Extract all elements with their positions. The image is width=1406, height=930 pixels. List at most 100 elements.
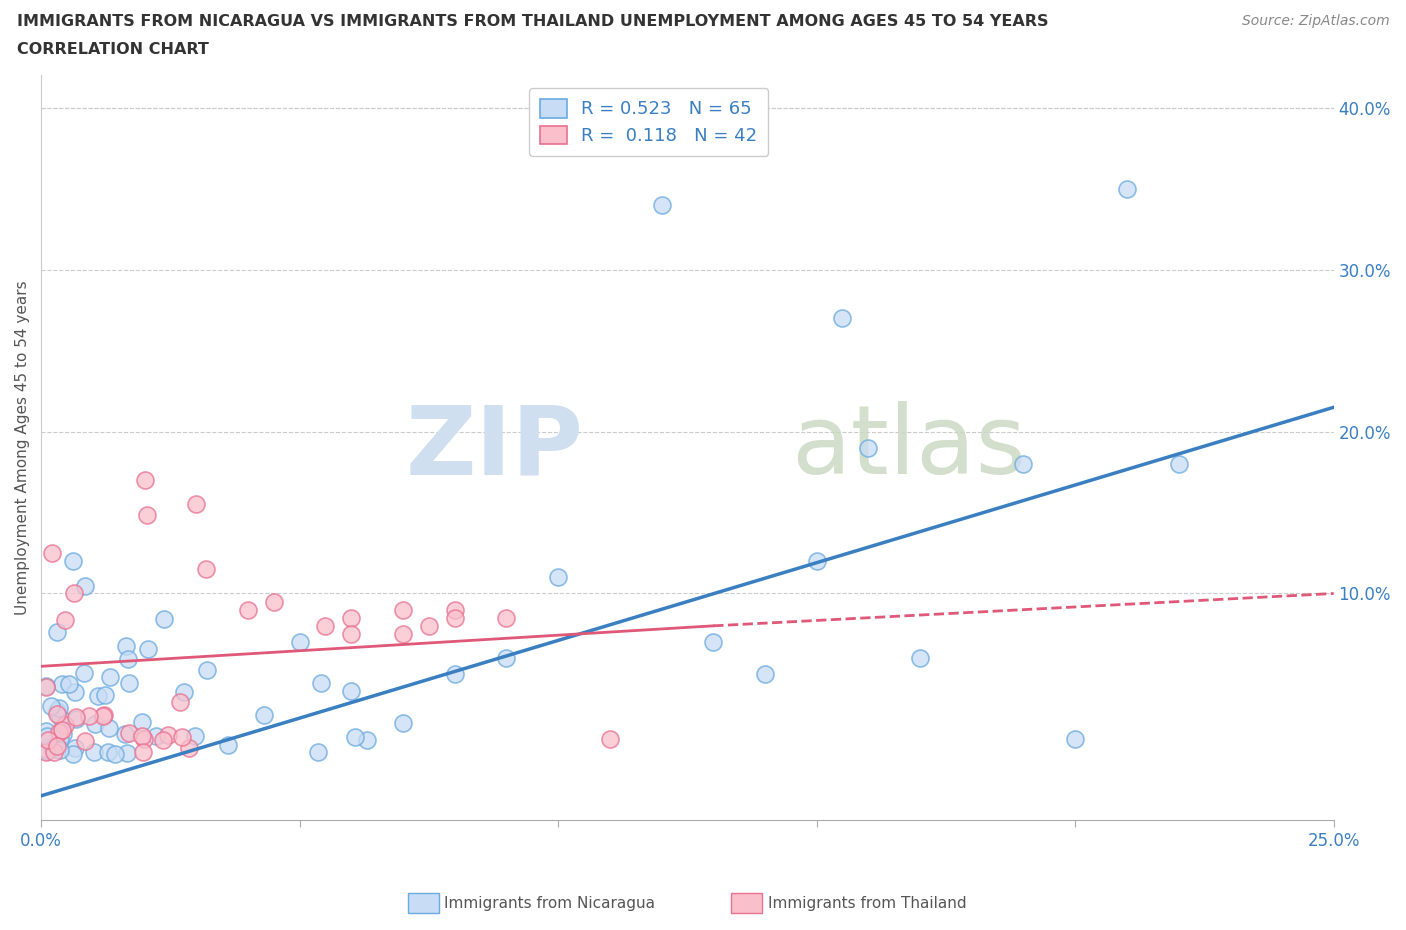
Point	[77, 709, 100, 724]
Point	[75, 734, 97, 749]
Point	[443, 667, 465, 682]
Point	[495, 651, 517, 666]
Point	[135, 508, 157, 523]
Point	[87, 688, 110, 703]
Point	[263, 594, 285, 609]
Point	[98, 670, 121, 684]
Point	[145, 729, 167, 744]
Point	[343, 730, 366, 745]
Point	[340, 684, 363, 698]
Point	[131, 729, 153, 744]
Point	[806, 553, 828, 568]
Point	[547, 570, 569, 585]
Point	[1064, 732, 1087, 747]
Point	[443, 603, 465, 618]
Text: Source: ZipAtlas.com: Source: ZipAtlas.com	[1241, 14, 1389, 28]
Point	[184, 729, 207, 744]
Point	[51, 676, 73, 691]
Point	[169, 695, 191, 710]
Point	[35, 745, 58, 760]
Point	[58, 676, 80, 691]
Point	[51, 723, 73, 737]
Text: Immigrants from Thailand: Immigrants from Thailand	[768, 896, 966, 910]
Point	[39, 698, 62, 713]
Point	[152, 732, 174, 747]
Point	[1167, 457, 1189, 472]
Point	[418, 618, 440, 633]
Point	[45, 624, 67, 639]
Point	[35, 724, 58, 738]
Point	[132, 732, 155, 747]
Point	[62, 553, 84, 568]
Text: Immigrants from Nicaragua: Immigrants from Nicaragua	[444, 896, 655, 910]
Point	[62, 746, 84, 761]
Text: CORRELATION CHART: CORRELATION CHART	[17, 42, 208, 57]
Point	[152, 612, 174, 627]
Point	[117, 725, 139, 740]
Point	[52, 726, 75, 741]
Point	[392, 715, 415, 730]
Point	[253, 708, 276, 723]
Point	[41, 546, 63, 561]
Point	[170, 729, 193, 744]
Point	[131, 715, 153, 730]
Point	[84, 717, 107, 732]
Point	[65, 710, 87, 724]
Point	[93, 708, 115, 723]
Point	[72, 666, 94, 681]
Point	[49, 732, 72, 747]
Point	[651, 197, 673, 212]
Point	[73, 578, 96, 593]
Point	[42, 742, 65, 757]
Point	[340, 627, 363, 642]
Text: ZIP: ZIP	[406, 401, 583, 494]
Point	[115, 639, 138, 654]
Point	[63, 586, 86, 601]
Point	[35, 743, 58, 758]
Point	[63, 684, 86, 699]
Point	[37, 733, 59, 748]
Point	[114, 726, 136, 741]
Point	[314, 618, 336, 633]
Point	[46, 739, 69, 754]
Point	[49, 710, 72, 724]
Point	[97, 744, 120, 759]
Text: atlas: atlas	[790, 401, 1026, 494]
Point	[599, 732, 621, 747]
Point	[392, 603, 415, 618]
Point	[63, 740, 86, 755]
Point	[115, 746, 138, 761]
Point	[195, 662, 218, 677]
Point	[288, 634, 311, 649]
Point	[117, 651, 139, 666]
Point	[186, 497, 208, 512]
Point	[392, 627, 415, 642]
Point	[173, 684, 195, 699]
Point	[93, 687, 115, 702]
Point	[49, 742, 72, 757]
Point	[35, 679, 58, 694]
Point	[138, 642, 160, 657]
Point	[35, 742, 58, 757]
Point	[83, 744, 105, 759]
Point	[53, 717, 76, 732]
Point	[48, 724, 70, 739]
Point	[236, 603, 259, 618]
Point	[702, 634, 724, 649]
Point	[217, 737, 239, 752]
Point	[356, 733, 378, 748]
Point	[495, 610, 517, 625]
Y-axis label: Unemployment Among Ages 45 to 54 years: Unemployment Among Ages 45 to 54 years	[15, 281, 30, 615]
Point	[46, 707, 69, 722]
Point	[831, 311, 853, 325]
Point	[194, 562, 217, 577]
Point	[35, 679, 58, 694]
Point	[309, 675, 332, 690]
Point	[44, 737, 66, 752]
Point	[42, 745, 65, 760]
Point	[177, 740, 200, 755]
Point	[48, 700, 70, 715]
Point	[65, 712, 87, 727]
Point	[1012, 457, 1035, 472]
Point	[37, 728, 59, 743]
